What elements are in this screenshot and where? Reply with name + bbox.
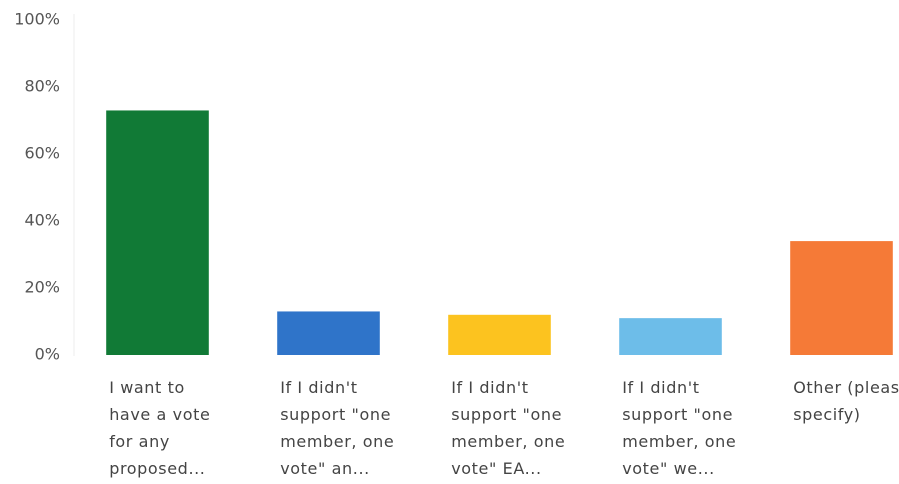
x-tick-label: Other (please specify) — [793, 378, 899, 424]
x-tick-label: If I didn't support "one member, one vot… — [622, 378, 737, 478]
y-tick-label: 20% — [24, 278, 60, 297]
bar — [106, 110, 209, 355]
x-tick-label: If I didn't support "one member, one vot… — [451, 378, 566, 478]
bar — [619, 318, 722, 355]
bar — [790, 241, 893, 355]
bar — [448, 314, 551, 355]
y-tick-label: 40% — [24, 211, 60, 230]
x-tick-label: If I didn't support "one member, one vot… — [280, 378, 395, 478]
y-tick-label: 80% — [24, 77, 60, 96]
y-tick-label: 0% — [35, 345, 60, 364]
bar — [277, 311, 380, 355]
y-tick-label: 60% — [24, 144, 60, 163]
y-tick-label: 100% — [14, 10, 60, 29]
x-tick-label: I want to have a vote for any proposed..… — [109, 378, 211, 478]
